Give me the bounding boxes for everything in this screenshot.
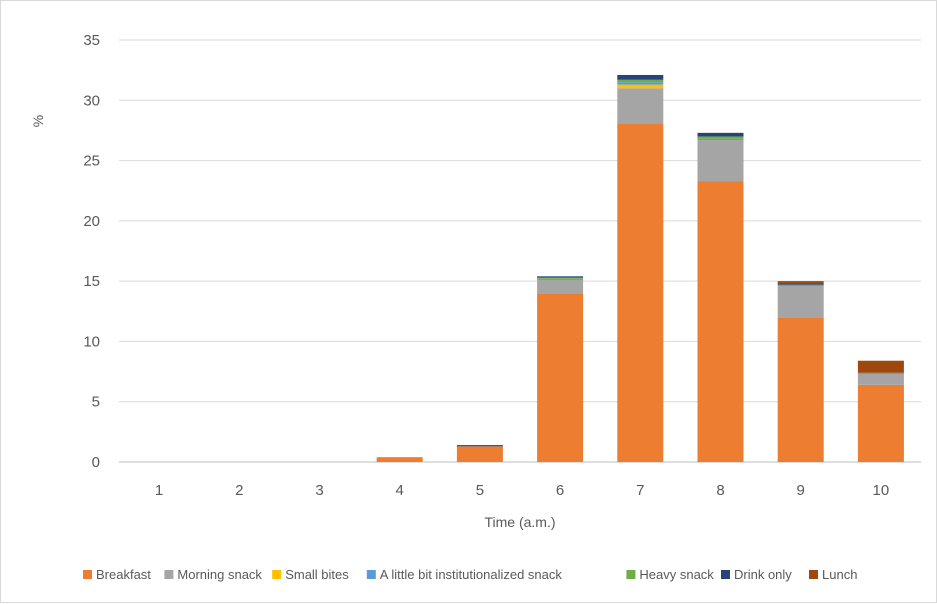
x-tick-label: 8 [716,482,724,499]
legend-label: Drink only [734,567,792,582]
bar-segment-breakfast [697,181,744,462]
bar-segment-heavy-snack [777,284,824,286]
legend-swatch [721,570,730,579]
y-tick-label: 5 [92,394,100,411]
bar-segment-morning-snack [777,285,824,318]
bar-segment-lunch [777,281,824,284]
y-tick-label: 30 [83,92,100,109]
bar-segment-drink-only [777,283,824,285]
x-tick-label: 4 [396,482,404,499]
y-tick-label: 10 [83,333,100,350]
legend-label: Morning snack [177,567,262,582]
legend-label: Small bites [285,567,349,582]
bar-segment-heavy-snack [537,277,584,279]
bar-segment-heavy-snack [697,136,744,139]
bar-segment-breakfast [857,384,904,462]
bar-segment-breakfast [537,293,584,462]
bar-segment-breakfast [617,123,664,463]
legend-swatch [164,570,174,579]
x-tick-label: 6 [556,482,564,499]
legend-label: Breakfast [96,567,151,582]
legend-label: Lunch [822,567,857,582]
bar-segment-a-little-bit-institutionalized-snack [537,278,584,280]
y-axis-label: % [30,115,46,127]
x-tick-label: 3 [315,482,323,499]
y-tick-label: 20 [83,213,100,230]
bar-segment-a-little-bit-institutionalized-snack [857,372,904,374]
legend-swatch [626,570,636,579]
bar-segment-lunch [857,360,904,373]
bar-segment-morning-snack [857,373,904,385]
y-tick-label: 35 [83,32,100,49]
x-tick-label: 9 [797,482,805,499]
legend-swatch [809,570,818,579]
x-tick-label: 5 [476,482,484,499]
bar-segment-drink-only [537,276,584,278]
x-tick-label: 10 [873,482,890,499]
x-tick-label: 2 [235,482,243,499]
bar-segment-breakfast [376,457,423,462]
bar-segment-morning-snack [537,279,584,294]
bar-segment-breakfast [777,317,824,462]
legend-label: A little bit institutionalized snack [380,567,563,582]
legend: Breakfast Morning snack Small bites A littl… [83,567,857,582]
bar-segment-a-little-bit-institutionalized-snack [697,138,744,141]
y-tick-label: 0 [92,454,100,471]
bar-segment-a-little-bit-institutionalized-snack [617,82,664,85]
bar-segment-drink-only [456,445,503,447]
bar-segment-small-bites [617,84,664,89]
y-tick-label: 15 [83,273,100,290]
bar-segment-morning-snack [697,140,744,182]
legend-swatch [366,570,376,579]
legend-swatch [272,570,282,579]
x-tick-label: 1 [155,482,163,499]
bar-segment-heavy-snack [617,79,664,83]
legend-swatch [83,570,92,579]
bar-segment-drink-only [617,74,664,80]
bar-segment-morning-snack [617,88,664,124]
y-tick-label: 25 [83,153,100,170]
legend-label: Heavy snack [639,567,714,582]
x-tick-label: 7 [636,482,644,499]
bar-segment-drink-only [697,132,744,137]
bar-segment-breakfast [456,446,503,462]
x-axis-label: Time (a.m.) [484,514,555,530]
